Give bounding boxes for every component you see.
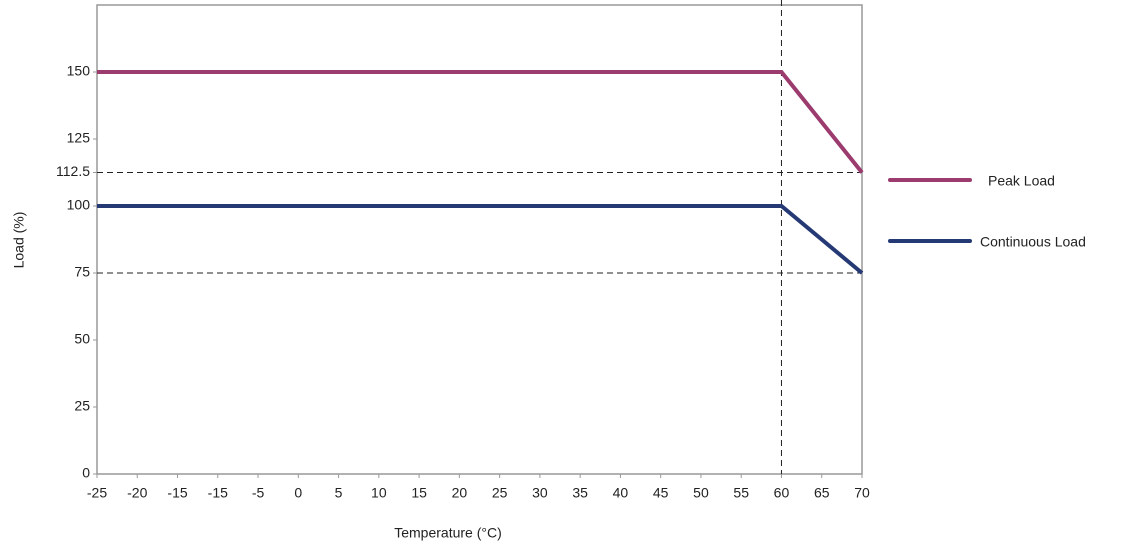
x-tick-label: 65 xyxy=(814,485,830,501)
x-tick-label: 25 xyxy=(492,485,508,501)
y-tick-label: 75 xyxy=(74,264,90,280)
x-tick-label: 35 xyxy=(572,485,588,501)
x-tick-label: 5 xyxy=(335,485,343,501)
x-tick-label: 10 xyxy=(371,485,387,501)
x-tick-label: -15 xyxy=(167,485,187,501)
x-tick-label: -20 xyxy=(127,485,147,501)
y-tick-label: 50 xyxy=(74,331,90,347)
x-tick-label: 55 xyxy=(733,485,749,501)
x-tick-label: 20 xyxy=(452,485,468,501)
legend-label: Peak Load xyxy=(988,173,1055,189)
y-tick-label: 100 xyxy=(67,197,91,213)
y-axis-label: Load (%) xyxy=(11,212,27,269)
x-tick-label: -15 xyxy=(208,485,228,501)
y-tick-label: 0 xyxy=(82,465,90,481)
x-tick-label: 50 xyxy=(693,485,709,501)
x-tick-label: 70 xyxy=(854,485,870,501)
x-tick-label: 30 xyxy=(532,485,548,501)
series-line xyxy=(97,70,864,174)
plot-frame xyxy=(96,4,863,475)
x-tick-label: 60 xyxy=(774,485,790,501)
x-tick-label: 15 xyxy=(411,485,427,501)
y-tick-label: 112.5 xyxy=(56,163,90,179)
y-tick-label: 125 xyxy=(67,130,91,146)
x-tick-label: -25 xyxy=(87,485,107,501)
legend-label: Continuous Load xyxy=(980,234,1086,250)
series-line xyxy=(97,204,864,275)
x-tick-label: -5 xyxy=(252,485,265,501)
x-tick-label: 40 xyxy=(613,485,629,501)
x-tick-label: 0 xyxy=(294,485,302,501)
x-tick-label: 45 xyxy=(653,485,669,501)
y-tick-label: 25 xyxy=(74,398,90,414)
x-axis-label: Temperature (°C) xyxy=(394,525,502,541)
y-tick-label: 150 xyxy=(67,63,91,79)
